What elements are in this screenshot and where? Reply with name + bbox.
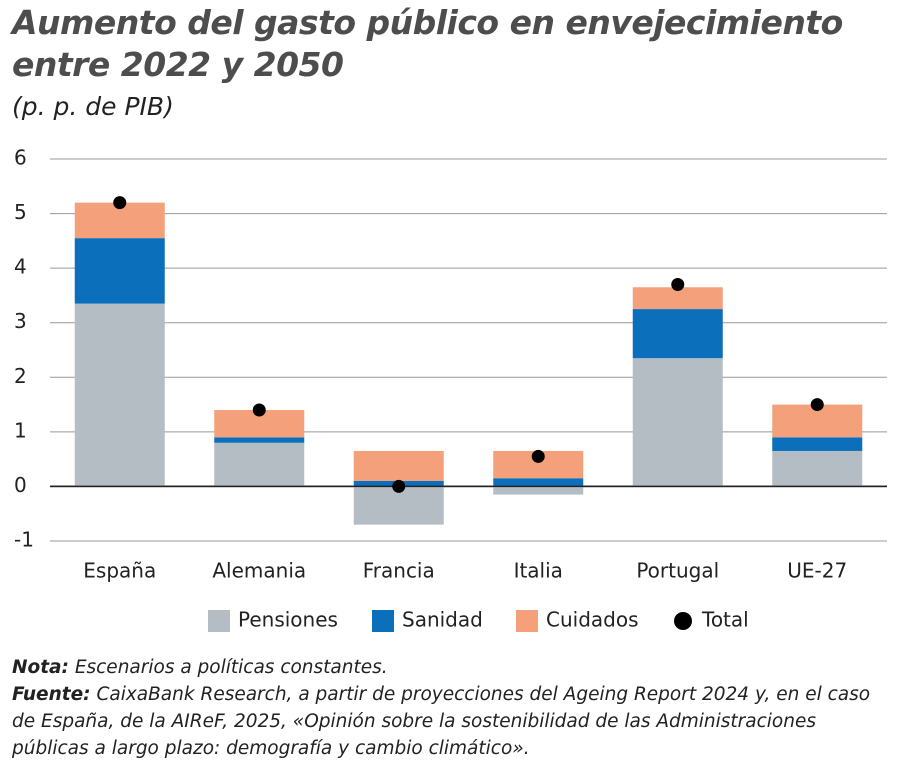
- bar-segment: [214, 437, 305, 443]
- total-dot: [810, 398, 824, 412]
- note-label: Fuente:: [12, 684, 91, 705]
- legend-label: Sanidad: [402, 608, 483, 632]
- note-text: CaixaBank Research, a partir de proyecci…: [12, 684, 871, 759]
- bar-segment: [353, 450, 444, 481]
- total-dot: [392, 479, 406, 493]
- x-tick-label: Francia: [363, 559, 435, 583]
- total-dot: [252, 403, 266, 417]
- chart-title: Aumento del gasto público en envejecimie…: [12, 3, 843, 84]
- notes: Nota: Escenarios a políticas constantes.…: [12, 654, 872, 762]
- y-tick-label: 4: [14, 255, 27, 279]
- total-dot: [531, 449, 545, 463]
- x-tick-label: España: [83, 559, 156, 583]
- y-tick-label: 2: [14, 364, 27, 388]
- legend-label: Total: [701, 608, 749, 632]
- y-tick-label: 6: [14, 146, 27, 170]
- x-tick-label: Alemania: [212, 559, 306, 583]
- note-text: Escenarios a políticas constantes.: [74, 657, 388, 678]
- total-dot: [113, 196, 127, 210]
- y-tick-label: 5: [14, 200, 27, 224]
- bar-segment: [772, 437, 863, 451]
- bar-segment: [632, 358, 723, 487]
- legend-marker: [208, 610, 230, 632]
- bar-segment: [214, 442, 305, 487]
- chart-subtitle: (p. p. de PIB): [12, 92, 174, 121]
- x-tick-label: Italia: [514, 559, 563, 583]
- y-tick-label: 0: [14, 473, 27, 497]
- legend-marker: [516, 610, 538, 632]
- bar-segment: [74, 303, 165, 487]
- legend-label: Cuidados: [546, 608, 639, 632]
- bar-segment: [772, 450, 863, 487]
- y-tick-label: 1: [14, 418, 27, 442]
- total-dot: [671, 278, 685, 292]
- y-tick-label: -1: [14, 528, 34, 552]
- x-tick-label: Portugal: [636, 559, 719, 583]
- bar-segment: [632, 287, 723, 310]
- note-label: Nota:: [12, 657, 69, 678]
- y-tick-label: 3: [14, 309, 27, 333]
- bar-segment: [632, 309, 723, 359]
- bar-segment: [74, 238, 165, 304]
- note: Nota: Escenarios a políticas constantes.: [12, 654, 872, 681]
- chart: -1 0 1 2 3 4 5 6 España Alemania Francia Italia Port…: [14, 146, 887, 632]
- legend-label: Pensiones: [238, 608, 338, 632]
- note: Fuente: CaixaBank Research, a partir de …: [12, 681, 872, 762]
- bar-segment: [493, 478, 584, 487]
- bar-segment: [493, 486, 584, 495]
- legend-marker: [372, 610, 394, 632]
- x-tick-label: UE-27: [787, 559, 847, 583]
- legend-marker: [674, 612, 692, 630]
